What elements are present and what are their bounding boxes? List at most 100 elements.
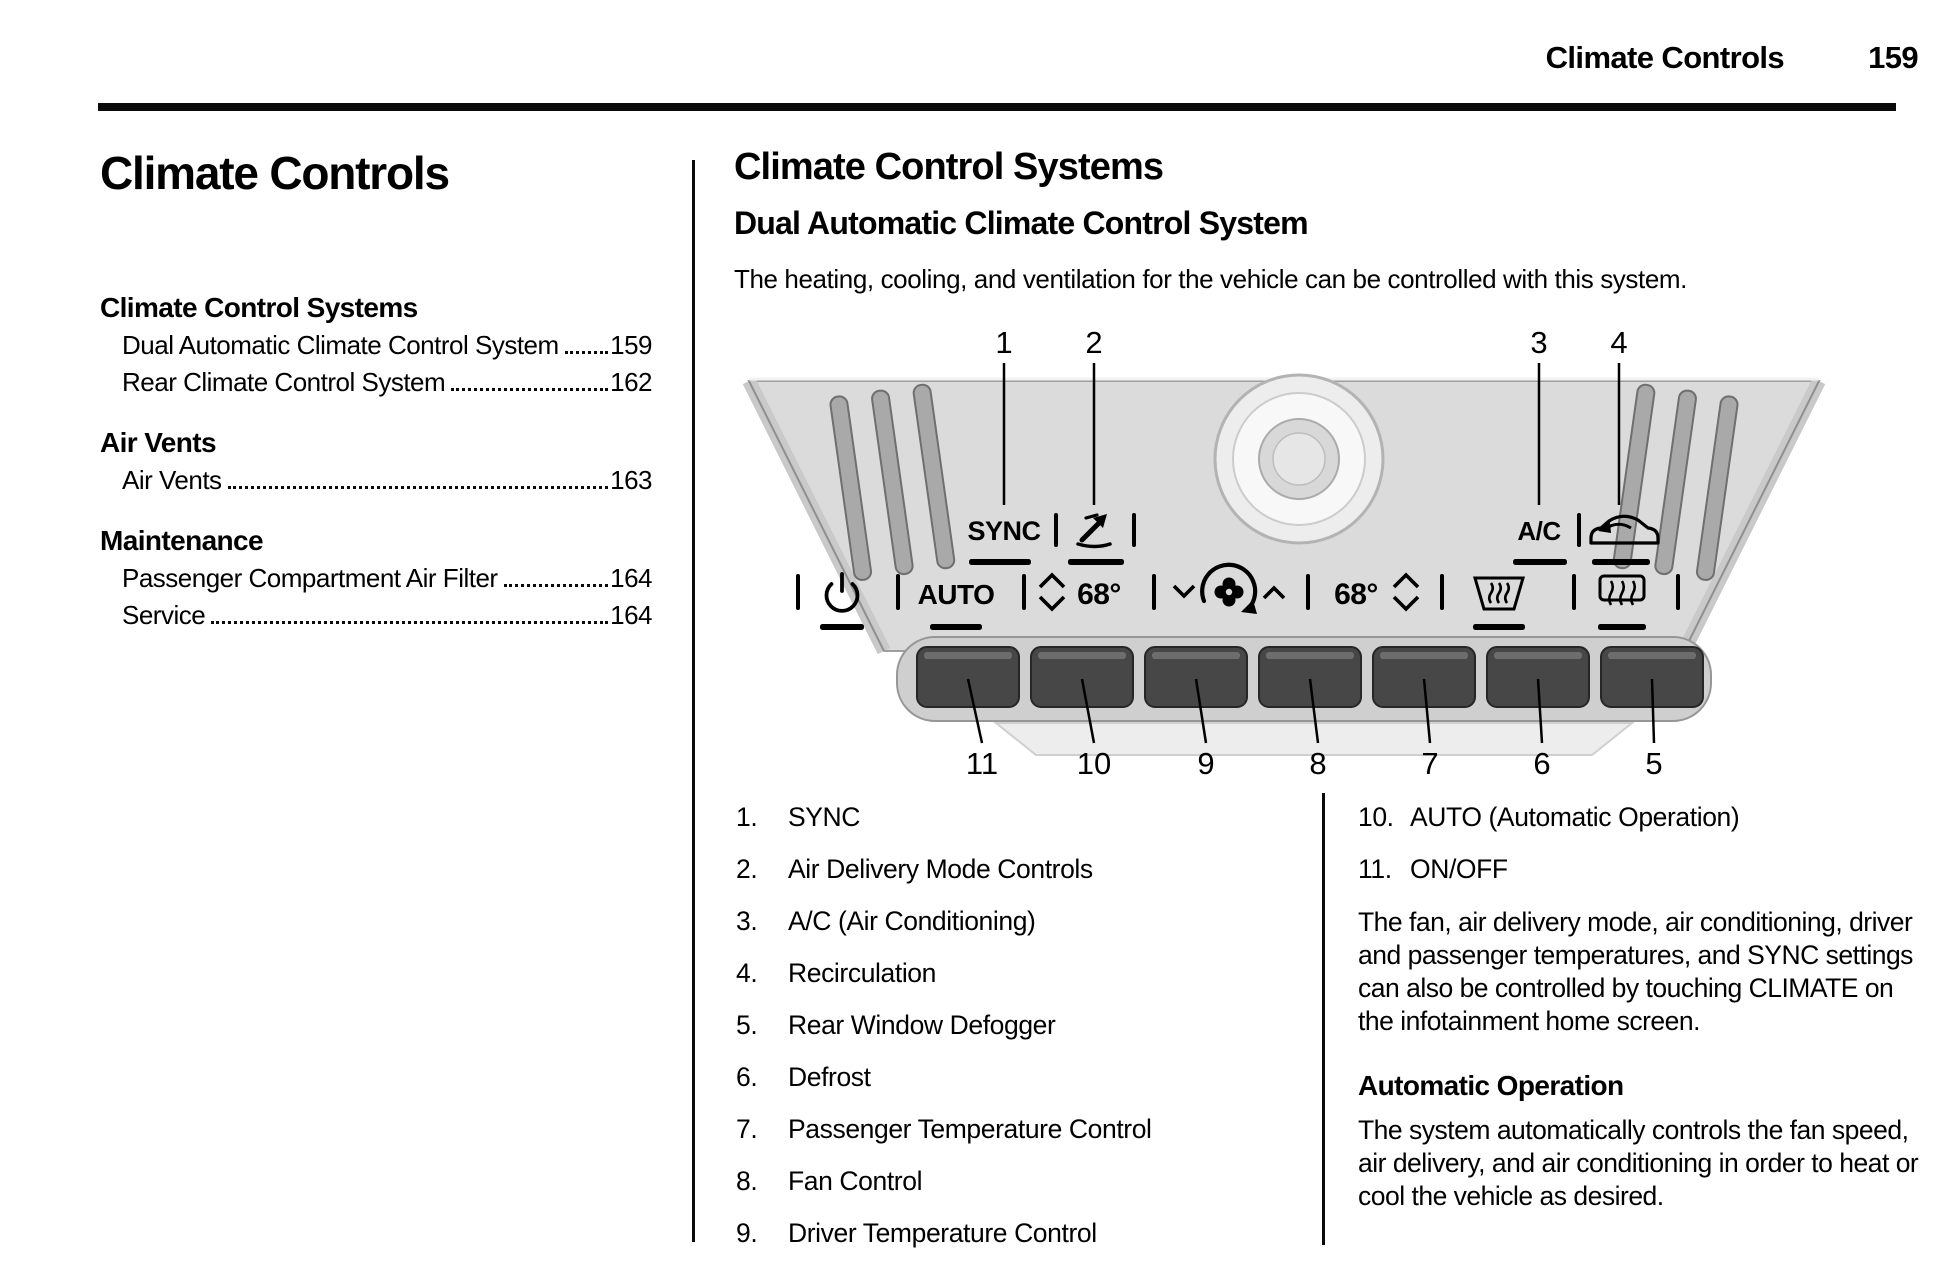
separator-bar xyxy=(1676,574,1680,610)
toc-heading: Maintenance xyxy=(100,525,264,556)
rear-defrost-indicator xyxy=(1598,624,1646,630)
legend-right-column: 10. AUTO (Automatic Operation) 11. ON/OF… xyxy=(1358,802,1930,1213)
legend-item: 11. ON/OFF xyxy=(1358,854,1930,885)
separator-bar xyxy=(1440,574,1444,610)
legend-item: 6. Defrost xyxy=(736,1062,1316,1093)
legend-number: 4. xyxy=(736,958,758,988)
header-page-number: 159 xyxy=(1868,40,1919,75)
chevron-down-icon xyxy=(1392,595,1420,612)
toc-dot-leader xyxy=(503,584,609,587)
toc-dot-leader xyxy=(211,621,609,624)
right-air-vent xyxy=(1612,383,1739,581)
legend-item: 10. AUTO (Automatic Operation) xyxy=(1358,802,1930,833)
legend-number: 7. xyxy=(736,1114,758,1144)
legend-label: Fan Control xyxy=(788,1166,923,1196)
callout-number: 1 xyxy=(995,325,1012,360)
panel-button xyxy=(1030,646,1134,708)
passenger-temperature-label: 68° xyxy=(1334,578,1378,611)
chevron-up-icon xyxy=(1262,585,1286,600)
callout-number: 8 xyxy=(1309,746,1326,779)
legend-item: 5. Rear Window Defogger xyxy=(736,1010,1316,1041)
figure-callouts-bottom: 11 10 9 8 7 6 5 xyxy=(966,678,1663,781)
callout-number: 5 xyxy=(1645,746,1662,779)
air-delivery-indicator xyxy=(1068,559,1124,565)
panel-edge-right xyxy=(1683,380,1820,652)
separator-bar xyxy=(1306,574,1310,610)
toc-entry: Passenger Compartment Air Filter 164 xyxy=(100,560,652,597)
power-icon xyxy=(824,572,860,613)
panel-button xyxy=(916,646,1020,708)
legend-label: SYNC xyxy=(788,802,861,832)
callout-line xyxy=(966,678,984,744)
toc-section-maintenance: Maintenance Passenger Compartment Air Fi… xyxy=(100,525,652,634)
toc-entry-label: Rear Climate Control System xyxy=(122,367,446,397)
separator-bar xyxy=(1132,513,1136,547)
legend-label: Recirculation xyxy=(788,958,936,988)
toc-entry-page: 159 xyxy=(610,330,652,360)
toc-section-air-vents: Air Vents Air Vents 163 xyxy=(100,427,652,499)
legend-item: 9. Driver Temperature Control xyxy=(736,1218,1316,1249)
toc-entry-label: Dual Automatic Climate Control System xyxy=(122,330,559,360)
separator-bar xyxy=(896,574,900,610)
legend-number: 2. xyxy=(736,854,758,884)
legend-label: Defrost xyxy=(788,1062,871,1092)
toc-dot-leader xyxy=(564,351,609,354)
recirculation-icon xyxy=(1589,514,1660,545)
separator-bar xyxy=(1054,513,1058,547)
main-content: Climate Control Systems Dual Automatic C… xyxy=(734,146,1930,784)
legend-item: 8. Fan Control xyxy=(736,1166,1316,1197)
callout-number: 6 xyxy=(1533,746,1550,779)
legend-label: Passenger Temperature Control xyxy=(788,1114,1152,1144)
panel-label-row-lower: AUTO 68° xyxy=(796,562,1680,630)
toc-entry: Air Vents 163 xyxy=(100,462,652,499)
auto-label: AUTO xyxy=(918,579,995,610)
left-air-vent xyxy=(829,383,956,581)
toc-dot-leader xyxy=(451,388,609,391)
toc-entry: Rear Climate Control System 162 xyxy=(100,364,652,401)
column-divider xyxy=(692,160,695,1242)
panel-button xyxy=(1258,646,1362,708)
air-delivery-mode-icon xyxy=(1076,513,1112,549)
legend-number: 10. xyxy=(1358,802,1394,832)
legend-column-divider xyxy=(1322,793,1325,1245)
button-strip xyxy=(896,636,1712,756)
front-defrost-indicator xyxy=(1473,624,1525,630)
legend-item: 7. Passenger Temperature Control xyxy=(736,1114,1316,1145)
legend-label: ON/OFF xyxy=(1410,854,1508,884)
figure-wrap: SYNC A/C xyxy=(734,319,1834,784)
legend-item: 1. SYNC xyxy=(736,802,1316,833)
subsection-heading: Dual Automatic Climate Control System xyxy=(734,205,1309,241)
sync-indicator xyxy=(969,559,1031,565)
toc-entry-page: 162 xyxy=(610,367,652,397)
panel-button xyxy=(1372,646,1476,708)
callout-number: 3 xyxy=(1530,325,1547,360)
callout-number: 9 xyxy=(1197,746,1214,779)
chapter-title: Climate Controls xyxy=(100,147,450,199)
toc-entry: Service 164 xyxy=(100,597,652,634)
recirculation-indicator xyxy=(1592,559,1650,565)
legend-number: 8. xyxy=(736,1166,758,1196)
separator-bar xyxy=(1572,574,1576,610)
ac-label: A/C xyxy=(1517,516,1561,546)
figure-callouts-top: 1 2 3 4 xyxy=(995,325,1628,505)
body-paragraph: The system automatically controls the fa… xyxy=(1358,1115,1919,1211)
callout-line xyxy=(1194,678,1208,744)
toc-heading: Air Vents xyxy=(100,427,217,458)
callout-number: 2 xyxy=(1085,325,1102,360)
front-defrost-icon xyxy=(1473,576,1525,611)
panel-edge-left xyxy=(748,380,885,652)
legend-label: Driver Temperature Control xyxy=(788,1218,1097,1248)
callout-line xyxy=(1308,678,1320,744)
callout-line xyxy=(1080,678,1096,744)
legend-item: 4. Recirculation xyxy=(736,958,1316,989)
chevron-down-icon xyxy=(1172,584,1196,599)
toc-entry-label: Air Vents xyxy=(122,465,222,495)
knob xyxy=(1213,373,1385,545)
climate-control-panel-figure: SYNC A/C xyxy=(742,325,1826,781)
legend-number: 6. xyxy=(736,1062,758,1092)
intro-paragraph: The heating, cooling, and ventilation fo… xyxy=(734,264,1687,294)
toc-dot-leader xyxy=(227,486,609,489)
auto-indicator xyxy=(930,624,982,630)
callout-number: 10 xyxy=(1077,746,1111,779)
callout-number: 4 xyxy=(1610,325,1627,360)
